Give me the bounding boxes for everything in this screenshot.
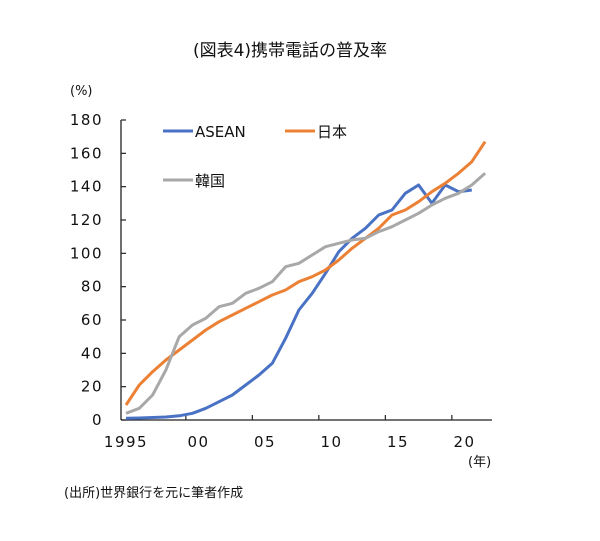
y-tick-label: 100 [70, 244, 103, 262]
chart-title: (図表4)携帯電話の普及率 [193, 41, 387, 61]
y-tick-label: 80 [81, 278, 103, 296]
x-tick-label: 10 [320, 433, 342, 451]
y-tick-label: 20 [81, 378, 103, 396]
legend-label: 韓国 [195, 172, 225, 190]
y-tick-label: 0 [92, 411, 103, 429]
x-tick-label: 20 [453, 433, 475, 451]
y-tick-label: 60 [81, 311, 103, 329]
series-line-korea [125, 172, 487, 415]
y-tick-label: 140 [70, 178, 103, 196]
x-tick-label: 00 [187, 433, 209, 451]
y-tick-label: 180 [70, 111, 103, 129]
legend-label: 日本 [317, 123, 347, 141]
x-tick-label: 15 [387, 433, 409, 451]
series-line-japan [124, 140, 487, 406]
x-tick-label: 1995 [104, 433, 148, 451]
y-axis-unit: (%) [70, 84, 93, 99]
legend-label: ASEAN [195, 123, 246, 141]
x-tick-label: 05 [254, 433, 276, 451]
footnote: (出所)世界銀行を元に筆者作成 [64, 486, 244, 501]
series-line-asean [125, 183, 472, 420]
y-tick-label: 160 [70, 144, 103, 162]
x-axis-unit: (年) [468, 455, 491, 470]
y-tick-label: 120 [70, 211, 103, 229]
y-tick-label: 40 [81, 344, 103, 362]
